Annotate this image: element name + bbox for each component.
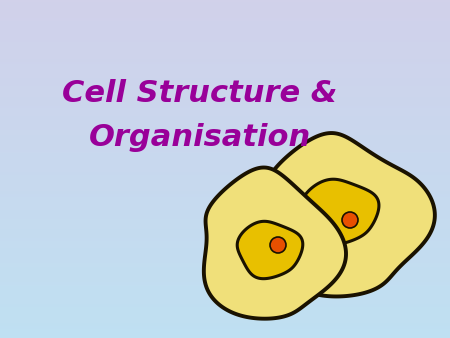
Polygon shape (204, 168, 346, 319)
Polygon shape (313, 188, 369, 235)
Polygon shape (237, 221, 303, 279)
Polygon shape (248, 229, 294, 270)
Text: Organisation: Organisation (89, 123, 311, 152)
Polygon shape (265, 133, 435, 296)
Text: Cell Structure &: Cell Structure & (62, 78, 338, 107)
Polygon shape (301, 179, 379, 245)
Circle shape (270, 237, 286, 253)
Circle shape (342, 212, 358, 228)
